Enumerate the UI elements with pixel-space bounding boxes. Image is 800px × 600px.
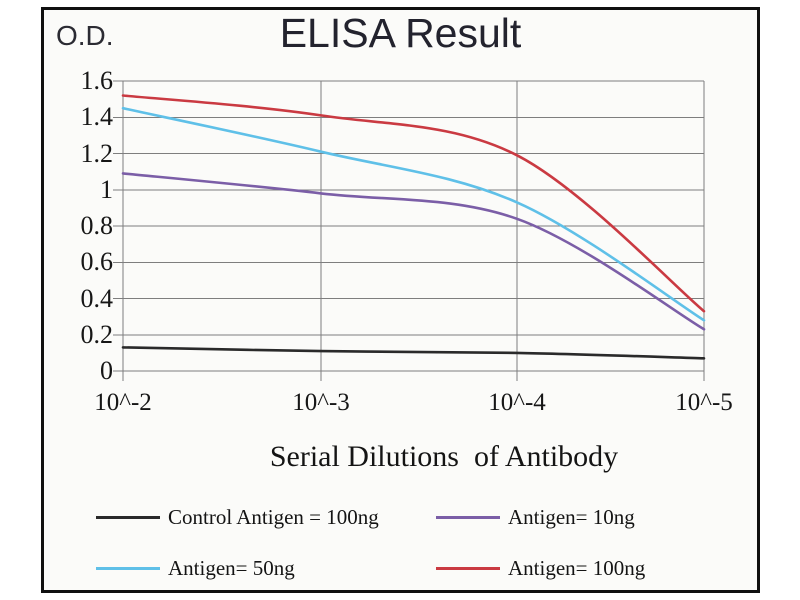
legend-label: Antigen= 10ng bbox=[508, 505, 635, 529]
legend-label: Antigen= 50ng bbox=[168, 556, 295, 580]
y-tick-label: 0.8 bbox=[80, 211, 114, 240]
legend-label: Control Antigen = 100ng bbox=[168, 505, 379, 529]
series-curve bbox=[121, 106, 706, 322]
x-tick-label: 10^-3 bbox=[292, 389, 350, 416]
y-tick-label: 1 bbox=[100, 174, 113, 204]
x-axis-title: Serial Dilutions of Antibody bbox=[269, 440, 619, 473]
y-tick-label: 0.2 bbox=[80, 319, 114, 349]
x-tick-label: 10^-4 bbox=[488, 389, 546, 416]
y-axis-unit-label: O.D. bbox=[56, 20, 114, 51]
y-tick-label: 0.4 bbox=[80, 283, 114, 313]
series-curve bbox=[121, 172, 706, 331]
legend-line-swatch bbox=[436, 516, 500, 519]
series-curve bbox=[121, 94, 706, 313]
y-tick-label: 1.2 bbox=[80, 138, 114, 168]
series-curve bbox=[121, 346, 706, 360]
legend-line-swatch bbox=[96, 516, 160, 519]
legend-label: Antigen= 100ng bbox=[508, 556, 646, 580]
y-tick-label: 0.6 bbox=[80, 247, 114, 277]
plot-area bbox=[113, 80, 706, 381]
y-tick-label: 0 bbox=[100, 356, 113, 385]
y-tick-label: 1.6 bbox=[80, 66, 114, 95]
x-tick-label: 10^-2 bbox=[94, 389, 152, 416]
x-tick-label: 10^-5 bbox=[675, 389, 733, 416]
chart-title: ELISA Result bbox=[279, 10, 522, 56]
chart-frame: O.D. ELISA Result 1.6 1.4 1.2 1 0.8 0.6 0.4 0.2… bbox=[41, 7, 760, 593]
legend-line-swatch bbox=[436, 567, 500, 570]
legend-line-swatch bbox=[96, 567, 160, 570]
y-tick-label: 1.4 bbox=[80, 102, 114, 132]
